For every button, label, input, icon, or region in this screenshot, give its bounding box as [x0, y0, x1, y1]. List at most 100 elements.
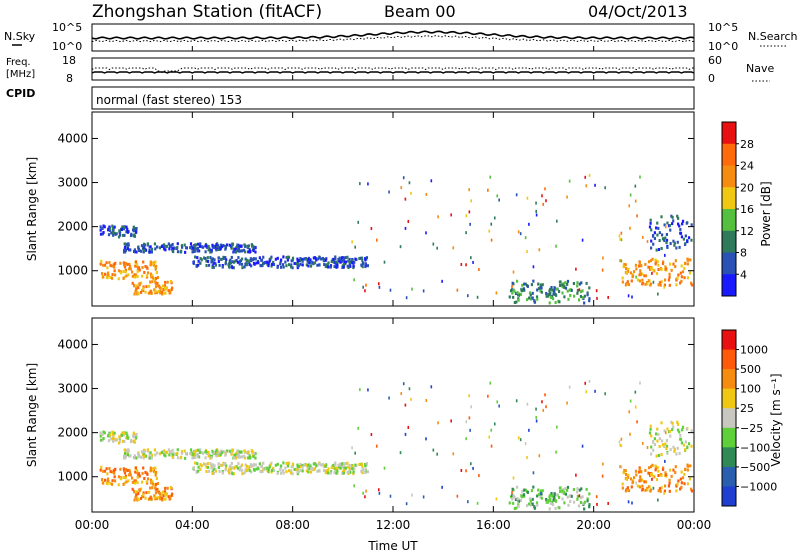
- echo-cell: [231, 260, 234, 264]
- echo-cell: [299, 257, 302, 261]
- echo-cell: [123, 265, 127, 269]
- echo-cell: [198, 455, 201, 459]
- echo-cell: [238, 455, 241, 459]
- echo-cell: [334, 467, 337, 471]
- echo-cell: [127, 273, 130, 277]
- echo-cell: [522, 493, 526, 497]
- echo-cell: [559, 490, 562, 494]
- echo-cell: [639, 269, 642, 273]
- echo-cell: [364, 258, 367, 262]
- echo-cell: [220, 243, 223, 247]
- echo-cell: [673, 241, 676, 245]
- echo-cell: [586, 499, 589, 503]
- echo-cell: [249, 250, 252, 254]
- echo-cell: [655, 432, 658, 436]
- echo-cell: [623, 468, 626, 472]
- echo-cell: [581, 495, 584, 499]
- echo-cell: [536, 494, 539, 498]
- echo-cell: [342, 265, 345, 269]
- echo-cell: [151, 482, 154, 486]
- echo-cell: [149, 496, 152, 500]
- echo-cell: [487, 188, 489, 192]
- echo-cell: [236, 244, 239, 248]
- echo-cell: [342, 258, 346, 262]
- echo-cell: [588, 173, 591, 177]
- echo-cell: [236, 243, 239, 247]
- echo-cell: [537, 488, 540, 492]
- echo-cell: [657, 489, 660, 493]
- echo-cell: [276, 471, 279, 475]
- echo-cell: [146, 472, 149, 476]
- echo-cell: [224, 452, 227, 456]
- echo-cell: [556, 425, 558, 429]
- echo-cell: [523, 288, 526, 292]
- echo-cell: [557, 495, 561, 499]
- echo-cell: [683, 266, 686, 270]
- echo-cell: [234, 250, 238, 254]
- echo-cell: [193, 247, 196, 251]
- echo-cell: [119, 467, 122, 471]
- echo-cell: [230, 450, 233, 454]
- echo-cell: [690, 444, 693, 448]
- echo-cell: [408, 181, 411, 185]
- echo-cell: [329, 265, 332, 269]
- echo-cell: [205, 259, 208, 263]
- echo-cell: [673, 447, 676, 451]
- echo-cell: [118, 233, 122, 237]
- echo-cell: [250, 465, 253, 469]
- echo-cell: [265, 260, 268, 264]
- echo-cell: [204, 463, 207, 467]
- echo-cell: [619, 443, 622, 447]
- echo-cell: [680, 481, 683, 485]
- echo-cell: [304, 257, 308, 261]
- echo-cell: [307, 264, 310, 268]
- echo-cell: [651, 257, 654, 261]
- echo-cell: [126, 453, 129, 457]
- echo-cell: [249, 463, 253, 467]
- echo-cell: [161, 284, 165, 288]
- echo-cell: [456, 494, 459, 498]
- echo-cell: [588, 503, 591, 507]
- echo-cell: [237, 256, 240, 260]
- echo-cell: [180, 455, 183, 459]
- echo-cell: [668, 430, 671, 434]
- date-label: 04/Oct/2013: [588, 2, 688, 21]
- echo-cell: [388, 190, 390, 194]
- echo-cell: [234, 465, 237, 469]
- echo-cell: [664, 225, 667, 229]
- echo-cell: [122, 467, 125, 471]
- echo-cell: [329, 471, 332, 475]
- echo-cell: [572, 488, 576, 492]
- echo-cell: [362, 285, 364, 289]
- echo-cell: [596, 296, 598, 300]
- echo-cell: [402, 382, 405, 386]
- echo-cell: [665, 438, 668, 442]
- echo-cell: [157, 289, 160, 293]
- echo-cell: [240, 463, 244, 467]
- echo-cell: [102, 430, 105, 434]
- colorbar-segment: [722, 165, 736, 188]
- echo-cell: [228, 265, 231, 269]
- echo-cell: [135, 227, 138, 231]
- echo-cell: [400, 186, 403, 190]
- echo-cell: [266, 260, 269, 264]
- echo-cell: [165, 493, 168, 497]
- echo-cell: [389, 494, 392, 498]
- echo-cell: [222, 256, 225, 260]
- echo-cell: [156, 245, 159, 249]
- echo-cell: [215, 243, 218, 247]
- echo-cell: [217, 462, 220, 466]
- echo-cell: [621, 280, 624, 284]
- echo-cell: [559, 486, 562, 490]
- echo-cell: [365, 256, 369, 260]
- echo-cell: [308, 261, 312, 265]
- echo-cell: [529, 297, 533, 301]
- echo-cell: [129, 473, 132, 477]
- echo-cell: [620, 444, 623, 448]
- echo-cell: [467, 294, 469, 298]
- echo-cell: [231, 472, 234, 476]
- echo-cell: [166, 244, 169, 248]
- echo-cell: [631, 501, 633, 505]
- echo-cell: [340, 465, 344, 469]
- echo-cell: [493, 216, 496, 220]
